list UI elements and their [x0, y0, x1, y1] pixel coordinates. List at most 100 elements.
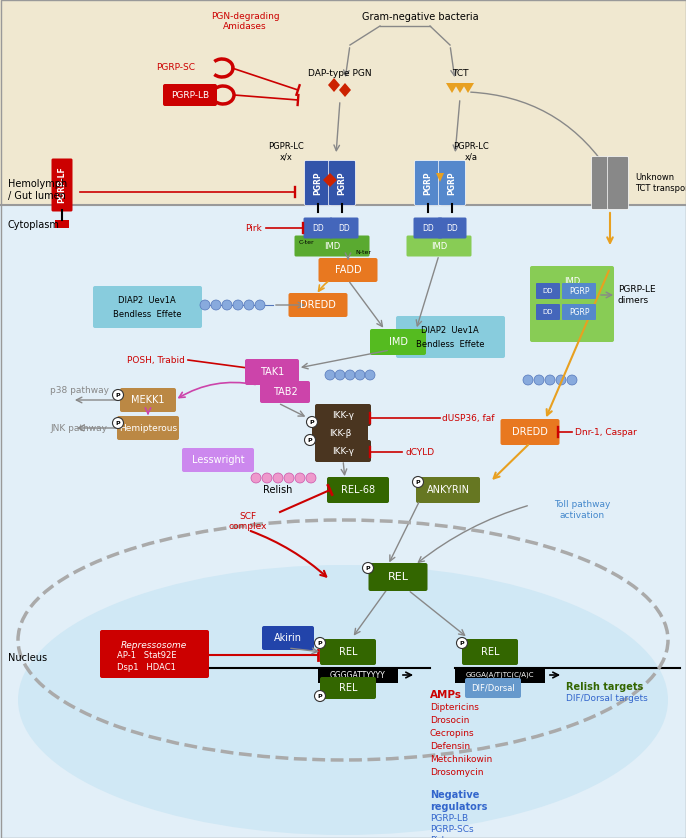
Bar: [0, 0, 686, 205]
FancyBboxPatch shape: [368, 563, 427, 591]
Text: PGRP-LB: PGRP-LB: [171, 91, 209, 100]
Text: JNK pathway: JNK pathway: [50, 423, 107, 432]
FancyBboxPatch shape: [465, 678, 521, 698]
Text: PGRP: PGRP: [569, 287, 589, 296]
FancyBboxPatch shape: [608, 157, 628, 210]
FancyBboxPatch shape: [262, 626, 314, 650]
Text: Metchnikowin: Metchnikowin: [430, 755, 493, 764]
Circle shape: [335, 370, 345, 380]
FancyBboxPatch shape: [305, 161, 331, 205]
FancyBboxPatch shape: [407, 235, 471, 256]
Text: IMD: IMD: [324, 241, 340, 251]
Text: IMD: IMD: [388, 337, 407, 347]
FancyBboxPatch shape: [320, 677, 376, 699]
Circle shape: [273, 473, 283, 483]
Bar: [455, 668, 545, 683]
FancyBboxPatch shape: [100, 630, 209, 678]
Text: POSH, Trabid: POSH, Trabid: [127, 355, 185, 365]
Circle shape: [412, 477, 423, 488]
FancyBboxPatch shape: [163, 84, 217, 106]
Text: ANKYRIN: ANKYRIN: [427, 485, 469, 495]
FancyBboxPatch shape: [327, 477, 389, 503]
Text: Hemolymph
/ Gut lumen: Hemolymph / Gut lumen: [8, 179, 67, 201]
Circle shape: [244, 300, 254, 310]
Text: REL-68: REL-68: [341, 485, 375, 495]
Text: DIAP2  Uev1A: DIAP2 Uev1A: [421, 325, 479, 334]
FancyBboxPatch shape: [320, 639, 376, 665]
Circle shape: [556, 375, 566, 385]
Text: PGRP: PGRP: [338, 171, 346, 194]
Text: Defensin: Defensin: [430, 742, 470, 751]
Circle shape: [545, 375, 555, 385]
FancyBboxPatch shape: [93, 286, 202, 328]
Text: PGRP-LE
dimers: PGRP-LE dimers: [618, 285, 656, 305]
Text: Cecropins: Cecropins: [430, 729, 475, 738]
Text: Repressosome: Repressosome: [121, 641, 187, 650]
Circle shape: [345, 370, 355, 380]
Text: PGRP: PGRP: [314, 171, 322, 194]
Text: DIF/Dorsal: DIF/Dorsal: [471, 684, 515, 692]
Circle shape: [306, 473, 316, 483]
Polygon shape: [462, 83, 474, 93]
Text: regulators: regulators: [430, 802, 487, 812]
Text: IKK-γ: IKK-γ: [332, 411, 354, 420]
Text: Toll pathway
activation: Toll pathway activation: [554, 500, 610, 520]
FancyBboxPatch shape: [120, 388, 176, 412]
Text: Hemipterous: Hemipterous: [119, 423, 177, 432]
FancyBboxPatch shape: [329, 161, 355, 205]
Text: IKK-β: IKK-β: [329, 428, 351, 437]
FancyBboxPatch shape: [591, 157, 613, 210]
Polygon shape: [339, 83, 351, 97]
Text: REL: REL: [481, 647, 499, 657]
Circle shape: [233, 300, 243, 310]
Text: PGRP: PGRP: [447, 171, 456, 194]
Text: Relish: Relish: [263, 485, 292, 495]
Text: Dsp1   HDAC1: Dsp1 HDAC1: [117, 663, 176, 671]
Circle shape: [362, 562, 373, 573]
Text: MEKK1: MEKK1: [131, 395, 165, 405]
Text: DD: DD: [312, 224, 324, 232]
Bar: [318, 668, 398, 683]
FancyBboxPatch shape: [501, 419, 560, 445]
Text: FADD: FADD: [335, 265, 362, 275]
FancyBboxPatch shape: [530, 266, 614, 342]
Text: Akirin: Akirin: [274, 633, 302, 643]
Text: Drosomycin: Drosomycin: [430, 768, 484, 777]
Circle shape: [523, 375, 533, 385]
FancyBboxPatch shape: [370, 329, 426, 355]
Text: PGRP: PGRP: [569, 308, 589, 317]
Text: Cytoplasm: Cytoplasm: [8, 220, 60, 230]
Text: Lesswright: Lesswright: [191, 455, 244, 465]
Text: P: P: [416, 479, 421, 484]
Polygon shape: [436, 173, 444, 182]
FancyBboxPatch shape: [245, 359, 299, 385]
Text: Negative: Negative: [430, 790, 480, 800]
Text: P: P: [116, 392, 120, 397]
Polygon shape: [328, 78, 340, 92]
Text: PGRP-LB: PGRP-LB: [430, 814, 468, 823]
Text: P: P: [308, 437, 312, 442]
Text: GGGGATTYYYY: GGGGATTYYYY: [330, 670, 386, 680]
Text: PGRP-SC: PGRP-SC: [156, 64, 195, 73]
FancyBboxPatch shape: [416, 477, 480, 503]
Text: DAP-type PGN: DAP-type PGN: [308, 69, 372, 78]
FancyBboxPatch shape: [536, 283, 560, 299]
Text: REL: REL: [339, 683, 357, 693]
Circle shape: [113, 417, 123, 428]
Text: N-ter: N-ter: [355, 250, 371, 255]
FancyBboxPatch shape: [303, 218, 333, 239]
Text: PGPR-LC
x/x: PGPR-LC x/x: [268, 142, 304, 162]
Text: IMD: IMD: [564, 277, 580, 286]
Text: PGPR-LC
x/a: PGPR-LC x/a: [453, 142, 489, 162]
Text: TCT: TCT: [452, 69, 469, 78]
FancyBboxPatch shape: [117, 416, 179, 440]
Polygon shape: [454, 83, 466, 93]
Text: P: P: [116, 421, 120, 426]
Text: Relish targets: Relish targets: [566, 682, 643, 692]
Text: C-ter: C-ter: [299, 240, 315, 245]
Circle shape: [534, 375, 544, 385]
FancyBboxPatch shape: [260, 381, 310, 403]
Text: P: P: [309, 420, 314, 425]
Text: REL: REL: [388, 572, 408, 582]
FancyBboxPatch shape: [414, 218, 442, 239]
